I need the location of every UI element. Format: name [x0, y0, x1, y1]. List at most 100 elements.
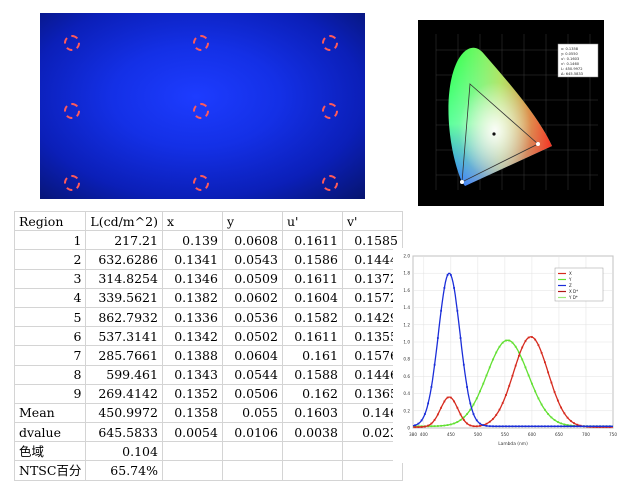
series-marker-x	[466, 422, 468, 425]
table-row: 1 217.21 0.139 0.0608 0.1611 0.1585	[13, 230, 403, 251]
series-marker-z	[566, 425, 569, 428]
table-cell	[341, 460, 403, 481]
table-cell: 0.0536	[221, 306, 283, 328]
series-marker-z	[511, 425, 514, 428]
series-marker-z	[547, 425, 550, 428]
series-marker-x	[433, 418, 436, 421]
series-marker-z	[482, 424, 485, 427]
series-marker-y	[446, 424, 449, 426]
series-marker-y	[531, 382, 533, 385]
measurement-table: Region L(cd/m^2) x y u' v' 1 217.21 0.139 0.0608 0…	[13, 210, 403, 481]
cie-legend-text: Δ: 645.5833	[561, 72, 583, 76]
table-cell: 0.1582	[281, 306, 343, 328]
series-marker-z	[479, 422, 481, 425]
table-cell: 0.1588	[281, 364, 343, 385]
series-marker-y	[475, 397, 478, 400]
series-marker-y	[553, 419, 556, 421]
series-marker-z	[527, 425, 530, 428]
table-cell: 217.21	[85, 230, 163, 251]
series-marker-y	[547, 413, 550, 415]
x-tick-label: 650	[555, 432, 563, 437]
series-marker-z	[427, 402, 430, 405]
x-tick-label: 380	[409, 432, 417, 437]
table-cell: 0.1611	[281, 230, 343, 251]
table-cell: 0.104	[85, 441, 163, 462]
table-cell: 0.1355	[341, 326, 403, 347]
table-cell: y	[221, 210, 283, 232]
table-cell: v'	[341, 210, 403, 232]
table-cell: Mean	[13, 402, 87, 424]
table-cell: 537.3141	[85, 326, 163, 347]
series-marker-z	[602, 425, 605, 428]
x-axis-label: Lambda (nm)	[498, 441, 528, 447]
series-marker-y	[566, 424, 569, 426]
table-cell: 0.1444	[341, 249, 403, 270]
series-marker-y	[485, 374, 488, 377]
series-marker-z	[534, 425, 537, 428]
y-tick-label: 1.6	[403, 288, 410, 293]
series-marker-z	[543, 425, 546, 428]
table-cell: 8	[13, 364, 87, 385]
x-tick-label: 450	[447, 432, 455, 437]
table-cell: 632.6286	[85, 249, 163, 270]
series-marker-y	[527, 374, 530, 377]
table-cell: Region	[13, 210, 87, 232]
series-marker-x	[488, 420, 491, 423]
series-marker-x	[514, 364, 517, 367]
table-cell: 0.1585	[341, 230, 403, 251]
series-marker-z	[537, 425, 540, 428]
series-marker-x	[534, 338, 537, 341]
series-marker-z	[582, 425, 585, 428]
series-marker-x	[420, 426, 423, 428]
series-marker-z	[436, 337, 439, 339]
cie-chromaticity-diagram: x: 0.1358 y: 0.0550 u': 0.1603 v': 0.146…	[418, 20, 604, 206]
table-cell: 0.1429	[341, 306, 403, 328]
x-tick-label: 700	[582, 432, 590, 437]
measurement-region-marker	[193, 35, 209, 51]
series-marker-x	[524, 340, 527, 343]
table-cell: 9	[13, 383, 87, 404]
x-tick-label: 550	[501, 432, 509, 437]
y-tick-label: 2.0	[403, 254, 410, 259]
measurement-region-marker	[322, 103, 338, 119]
legend-label: Z	[569, 283, 572, 288]
table-cell: 0.1611	[281, 268, 343, 289]
series-marker-z	[608, 425, 611, 428]
table-cell: 0.1346	[161, 268, 223, 289]
table-cell: 0.0106	[221, 422, 283, 443]
legend-label: X D*	[569, 289, 578, 294]
series-marker-x	[543, 361, 546, 364]
series-marker-y	[482, 382, 485, 385]
series-marker-x	[569, 420, 572, 422]
series-marker-z	[459, 337, 462, 339]
series-marker-x	[462, 418, 465, 421]
series-marker-z	[433, 363, 436, 366]
series-marker-y	[550, 416, 553, 419]
y-tick-label: 0.2	[403, 408, 410, 413]
series-marker-x	[518, 354, 520, 357]
series-marker-y	[466, 413, 468, 415]
table-cell: 314.8254	[85, 268, 163, 289]
series-marker-z	[501, 425, 504, 428]
table-cell: 0.0038	[281, 422, 343, 443]
ntsc-triangle	[461, 83, 539, 183]
series-marker-x	[485, 422, 488, 425]
series-marker-z	[475, 419, 478, 422]
series-marker-y	[453, 422, 455, 425]
series-marker-z	[521, 425, 524, 428]
cie-legend-text: u': 0.1603	[561, 57, 579, 61]
series-marker-z	[453, 287, 455, 289]
series-marker-x	[459, 413, 462, 416]
y-tick-label: 0	[407, 426, 410, 431]
series-marker-z	[514, 425, 517, 428]
table-cell: 0.0604	[221, 345, 283, 366]
series-marker-z	[492, 425, 494, 428]
series-marker-x	[453, 400, 455, 403]
series-marker-z	[485, 424, 488, 427]
series-marker-z	[569, 425, 572, 428]
table-row: 4 339.5621 0.1382 0.0602 0.1604 0.1572	[13, 287, 403, 308]
series-marker-x	[430, 422, 433, 425]
y-tick-label: 0.8	[403, 357, 410, 362]
series-marker-z	[449, 274, 452, 276]
table-cell: 65.74%	[85, 460, 163, 481]
